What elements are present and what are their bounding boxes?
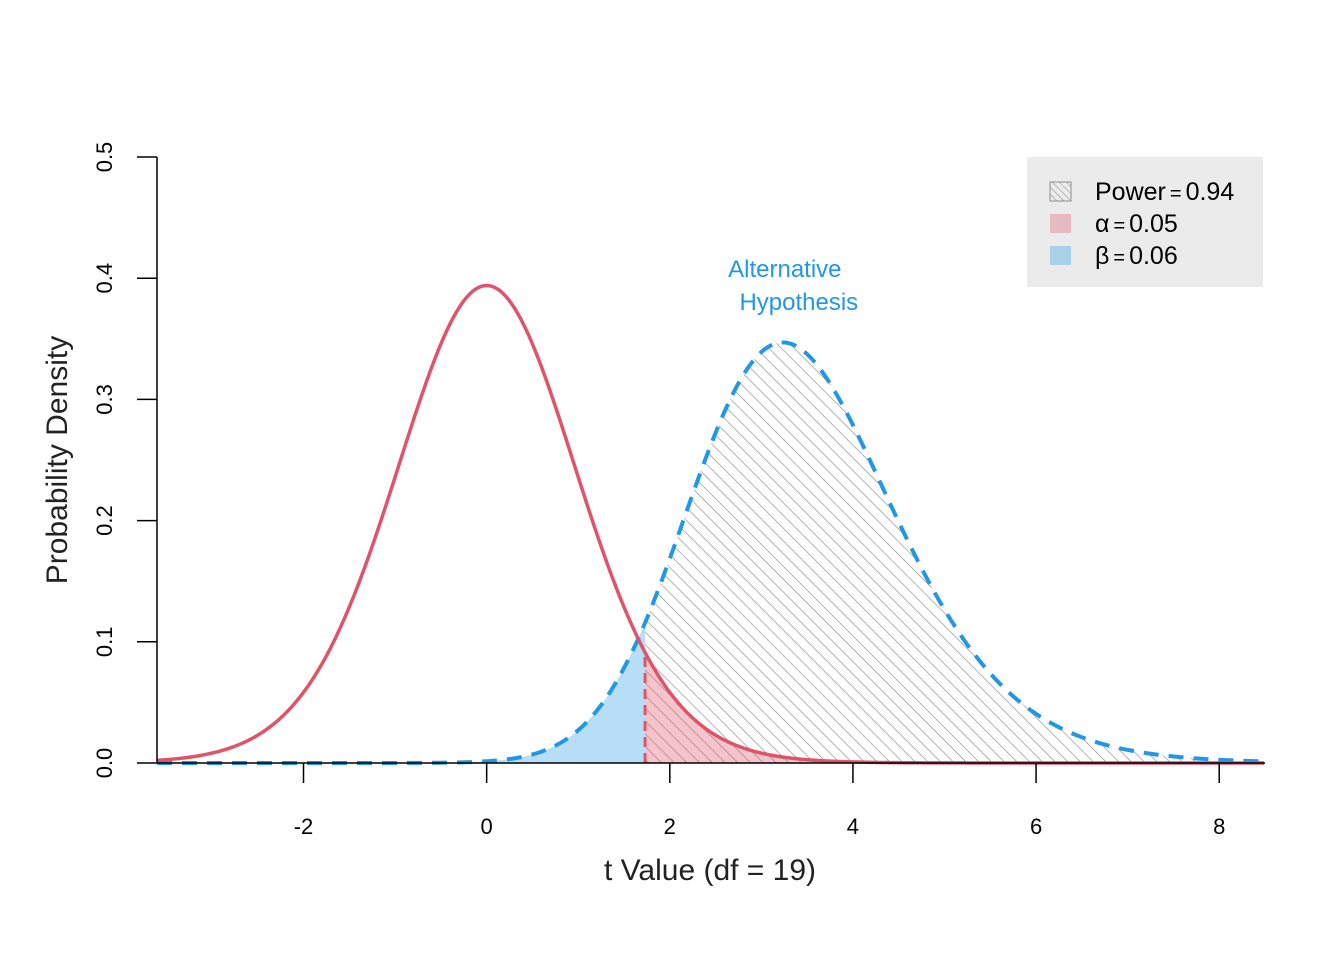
legend-label: α = 0.05 [1095, 210, 1178, 238]
legend-entry: Power = 0.94 [1049, 178, 1234, 206]
legend-swatch [1050, 214, 1071, 233]
legend-value: 0.94 [1186, 178, 1235, 206]
annotations: Alternative Hypothesis [728, 256, 858, 316]
legend-label: β = 0.06 [1095, 242, 1178, 270]
power-region [645, 342, 1265, 763]
legend-equals: = [1113, 247, 1125, 269]
x-tick-label: 2 [664, 814, 676, 839]
legend-equals: = [1113, 215, 1125, 237]
x-axis-title: t Value (df = 19) [604, 854, 816, 887]
y-tick-label: 0.4 [92, 263, 117, 294]
legend-entries: Power = 0.94α = 0.05β = 0.06 [1049, 178, 1234, 270]
y-tick-label: 0.0 [92, 748, 117, 779]
beta-region [157, 622, 646, 763]
legend-background [1027, 157, 1263, 287]
y-tick-label: 0.1 [92, 627, 117, 658]
legend-symbol: Power [1095, 178, 1166, 206]
annotation-line: Alternative [728, 256, 841, 283]
legend-symbol: β [1095, 242, 1109, 270]
legend-value: 0.06 [1129, 242, 1178, 270]
annotation-line: Hypothesis [739, 289, 858, 316]
y-tick-label: 0.3 [92, 384, 117, 415]
annotation-alternative-hypothesis: Alternative Hypothesis [728, 256, 858, 316]
x-tick-label: -2 [294, 814, 314, 839]
legend-entry: β = 0.06 [1050, 242, 1178, 270]
legend-entry: α = 0.05 [1050, 210, 1178, 238]
x-tick-label: 4 [847, 814, 859, 839]
y-tick-label: 0.5 [92, 142, 117, 173]
x-axis: -2 0 2 4 6 8 [157, 762, 1265, 839]
legend-swatch [1049, 181, 1072, 202]
x-tick-label: 0 [481, 814, 493, 839]
legend-swatch [1050, 246, 1071, 265]
legend: Power = 0.94α = 0.05β = 0.06 [1027, 157, 1263, 287]
alpha-region [645, 652, 1265, 763]
x-tick-label: 6 [1030, 814, 1042, 839]
y-axis: 0.0 0.1 0.2 0.3 0.4 0.5 [92, 142, 158, 779]
y-tick-label: 0.2 [92, 505, 117, 536]
legend-symbol: α [1095, 210, 1109, 238]
y-axis-title: Probability Density [41, 336, 74, 584]
legend-label: Power = 0.94 [1095, 178, 1234, 206]
legend-equals: = [1170, 183, 1182, 205]
shaded-regions [157, 342, 1265, 763]
legend-value: 0.05 [1129, 210, 1178, 238]
x-tick-label: 8 [1213, 814, 1225, 839]
